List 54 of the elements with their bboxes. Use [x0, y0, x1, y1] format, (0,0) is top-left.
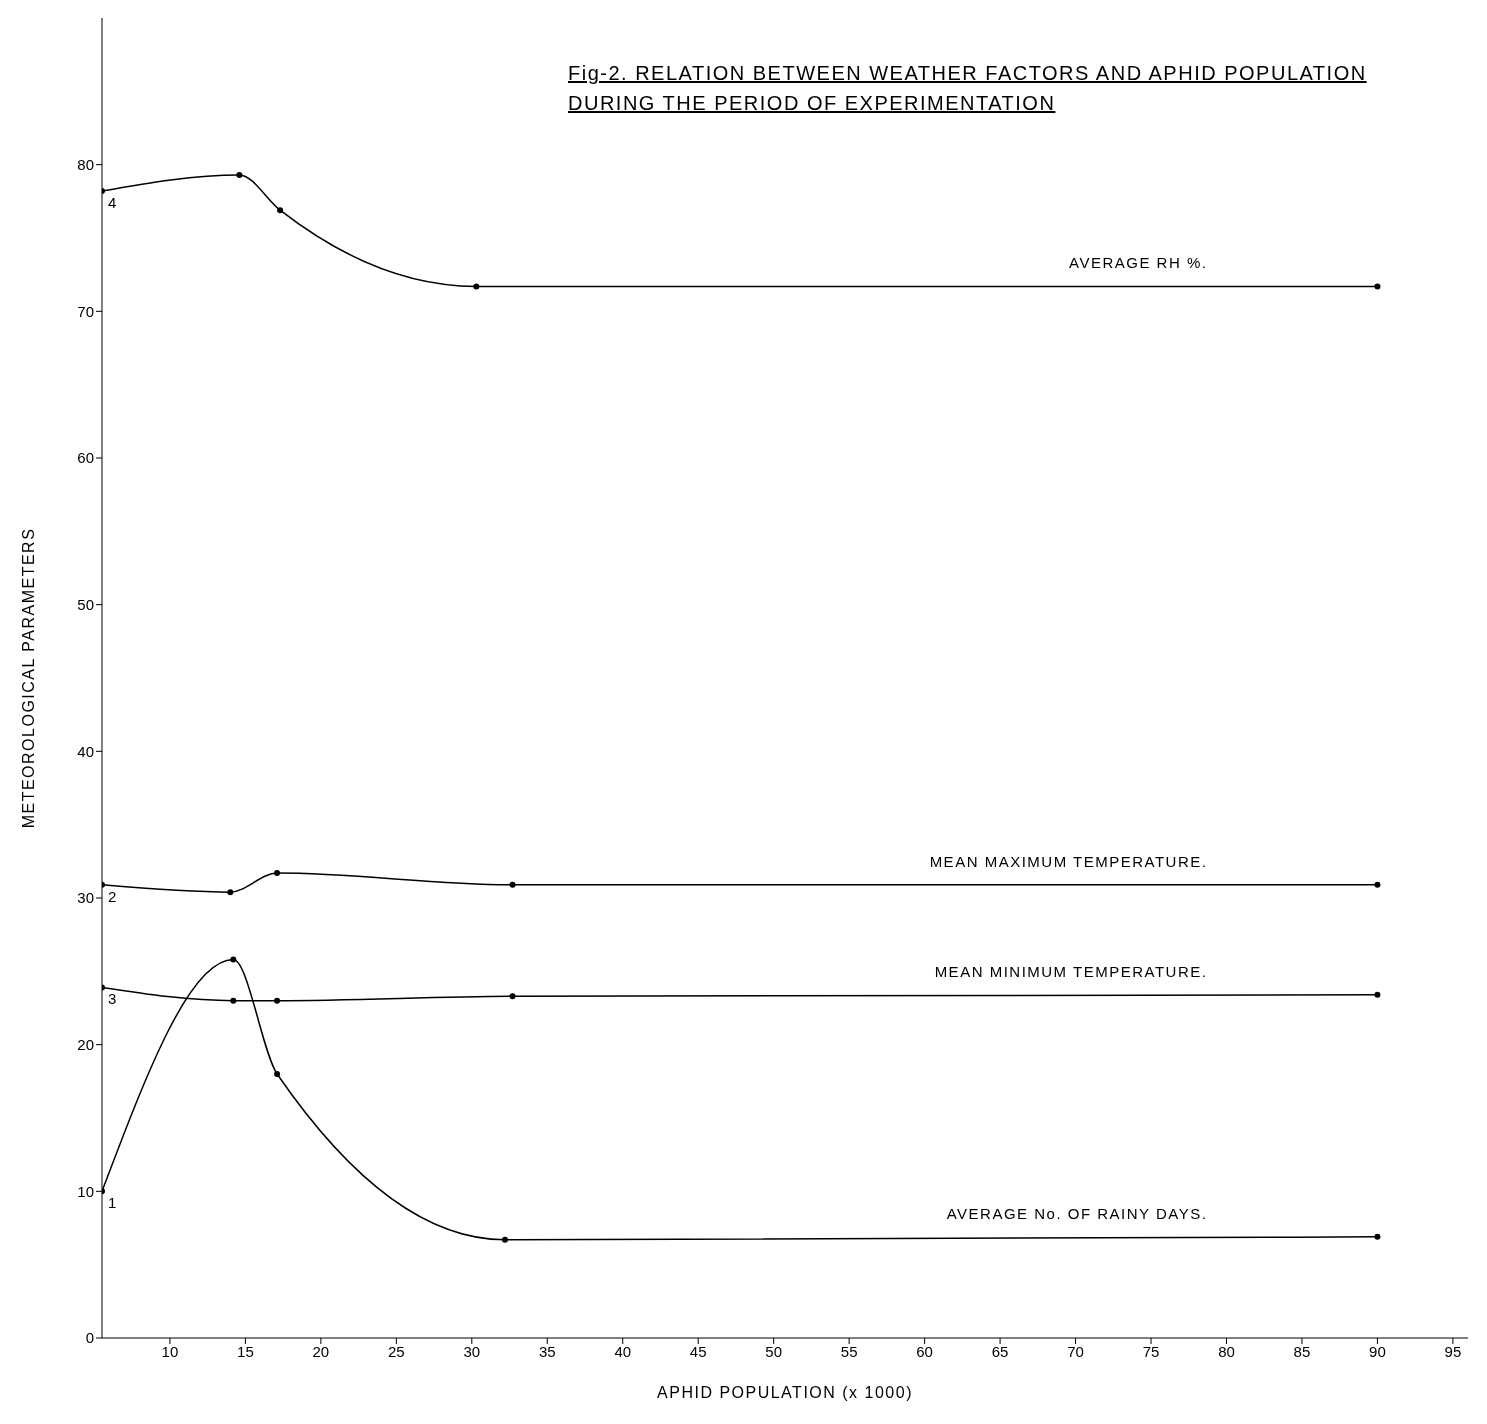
x-tick-label: 50: [765, 1342, 783, 1360]
x-tick-label: 70: [1067, 1342, 1084, 1360]
point: [274, 997, 281, 1004]
x-tick-label: 15: [237, 1342, 254, 1360]
x-tick-label: 55: [840, 1342, 858, 1360]
series-label: AVERAGE No. OF RAINY DAYS.: [946, 1204, 1208, 1222]
annotation: 4: [108, 194, 117, 212]
annotation: 2: [108, 887, 117, 905]
point: [473, 283, 480, 290]
point: [1374, 881, 1381, 888]
y-tick-label: 0: [85, 1329, 94, 1347]
x-tick-label: 25: [387, 1342, 405, 1360]
x-tick-label: 35: [538, 1342, 556, 1360]
series-label: MEAN MINIMUM TEMPERATURE.: [934, 962, 1208, 980]
y-tick-label: 60: [77, 449, 94, 467]
text: Fig-2. RELATION BETWEEN WEATHER FACTORS AND APHID POPULATION DURING THE PERIOD OF EXPERIMENTATION: [568, 61, 1368, 116]
point: [509, 881, 516, 888]
point: [274, 870, 281, 877]
y-tick-label: 30: [77, 889, 94, 907]
y-tick-label: 80: [77, 155, 94, 173]
x-tick-label: 95: [1444, 1342, 1462, 1360]
y-tick-label: 50: [77, 595, 94, 613]
point: [1374, 991, 1381, 998]
x-tick-label: 80: [1218, 1342, 1235, 1360]
point: [509, 993, 516, 1000]
x-tick-label: 20: [312, 1342, 330, 1360]
series-label: MEAN MAXIMUM TEMPERATURE.: [929, 852, 1208, 870]
y-tick-label: 70: [77, 302, 94, 320]
point: [230, 956, 237, 963]
point: [1374, 1233, 1381, 1240]
x-tick-label: 75: [1142, 1342, 1160, 1360]
x-tick-label: 30: [463, 1342, 481, 1360]
annotation: 3: [108, 990, 117, 1008]
y-tick-label: 40: [77, 742, 94, 760]
x-tick-label: 40: [614, 1342, 632, 1360]
x-tick-label: 85: [1293, 1342, 1311, 1360]
x-tick-label: 60: [916, 1342, 933, 1360]
point: [236, 171, 243, 178]
x-tick-label: 10: [161, 1342, 179, 1360]
y-axis-title: METEOROLOGICAL PARAMETERS: [19, 527, 37, 829]
annotation: 1: [108, 1194, 117, 1212]
x-tick-label: 90: [1369, 1342, 1386, 1360]
x-tick-label: 45: [689, 1342, 707, 1360]
point: [227, 889, 234, 896]
y-tick-label: 10: [77, 1182, 94, 1200]
x-axis-title: APHID POPULATION (x 1000): [657, 1384, 913, 1401]
point: [502, 1236, 509, 1243]
point: [277, 207, 284, 214]
y-tick-label: 20: [77, 1035, 94, 1053]
x-tick-label: 65: [991, 1342, 1009, 1360]
point: [1374, 283, 1381, 290]
series-label: AVERAGE RH %.: [1069, 254, 1208, 272]
point: [230, 997, 237, 1004]
point: [274, 1071, 281, 1077]
